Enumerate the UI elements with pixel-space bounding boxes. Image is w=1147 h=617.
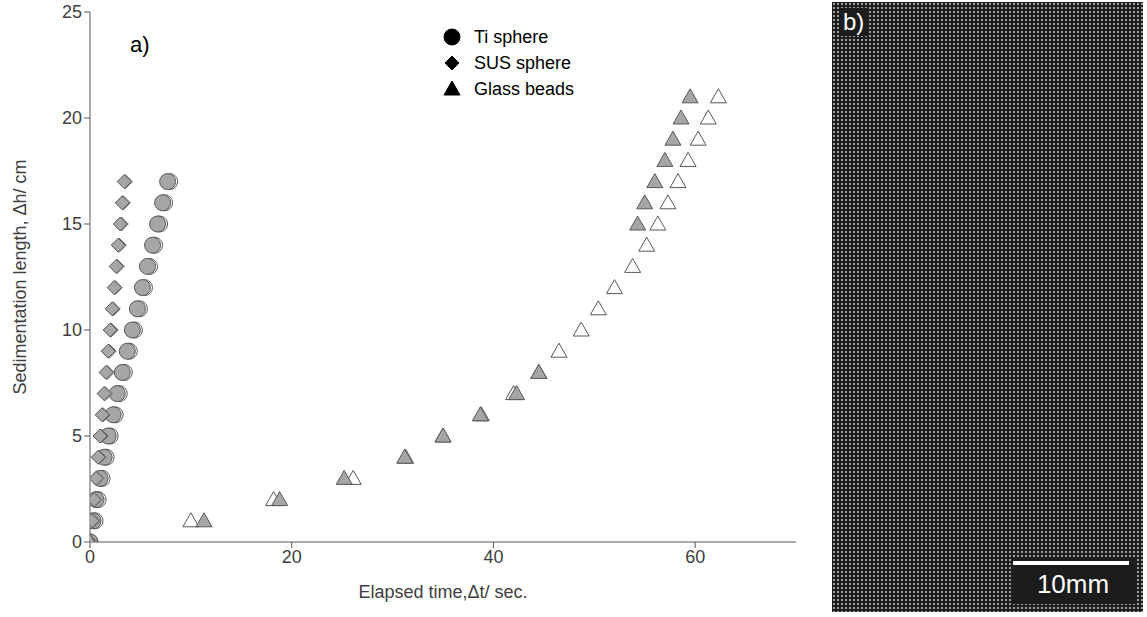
svg-text:20: 20 [282, 547, 302, 567]
svg-text:20: 20 [62, 108, 82, 128]
svg-text:5: 5 [72, 426, 82, 446]
svg-text:Elapsed time,Δt/ sec.: Elapsed time,Δt/ sec. [358, 582, 527, 602]
svg-text:0: 0 [72, 532, 82, 552]
svg-text:60: 60 [685, 547, 705, 567]
svg-text:25: 25 [62, 2, 82, 22]
html-text:10mm: 10mm [1036, 569, 1110, 599]
svg-text:15: 15 [62, 214, 82, 234]
html-text:SUS sphere: SUS sphere [474, 52, 572, 73]
svg-text:Sedimentation length, Δh/ cm: Sedimentation length, Δh/ cm [10, 159, 30, 394]
html-text:a): a) [130, 32, 150, 57]
html-text:Glass beads: Glass beads [474, 78, 575, 99]
html-text:b): b) [843, 8, 865, 35]
svg-text:40: 40 [483, 547, 503, 567]
html-text:Ti sphere: Ti sphere [474, 26, 549, 47]
svg-text:10: 10 [62, 320, 82, 340]
svg-text:0: 0 [85, 547, 95, 567]
